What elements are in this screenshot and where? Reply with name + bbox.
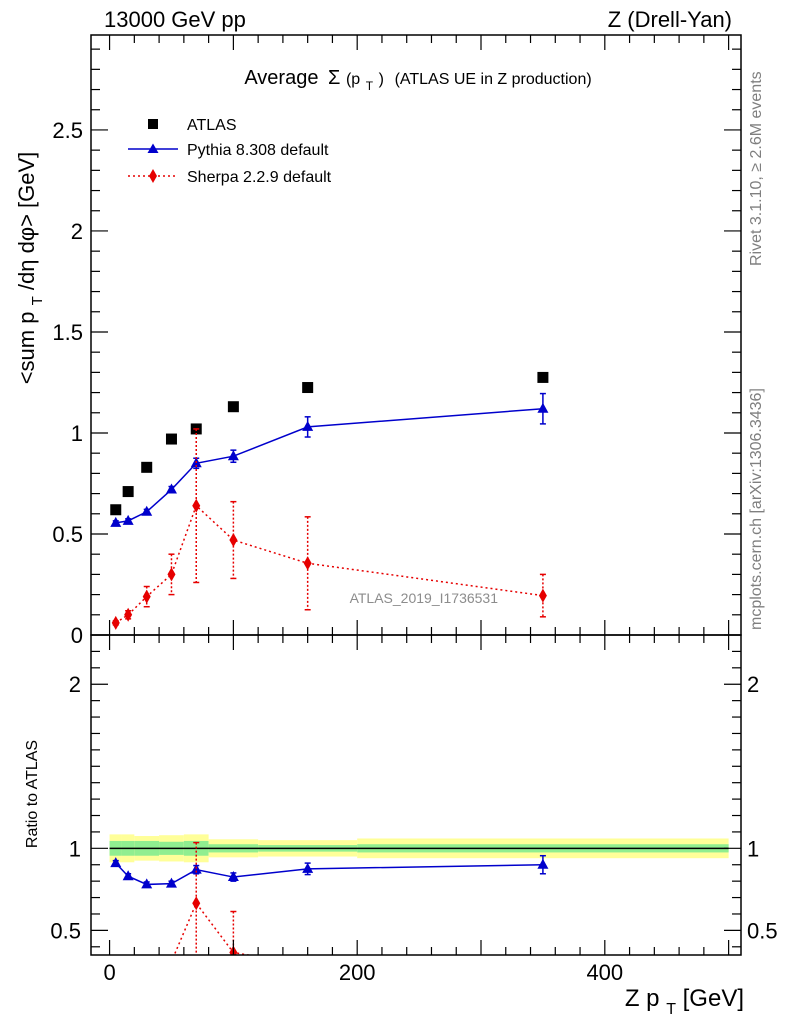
main-atlas-point-1	[122, 486, 134, 498]
ratio-series-group	[110, 841, 549, 1004]
legend-label-sherpa: Sherpa 2.2.9 default	[187, 169, 332, 186]
legend-label-pythia: Pythia 8.308 default	[187, 142, 329, 159]
legend-marker-sherpa	[149, 169, 157, 183]
title-close-paren: )	[379, 71, 384, 88]
ratio-y-tick-label-left-1: 1	[69, 836, 81, 861]
main-sherpa-point-7	[538, 588, 547, 603]
ratio-y-tick-label-left-2: 2	[69, 672, 81, 697]
main-sherpa-point-1	[124, 607, 133, 622]
mcplots-info-label: mcplots.cern.ch [arXiv:1306.3436]	[748, 388, 765, 630]
x-tick-label-0: 0	[103, 960, 115, 985]
ratio-sherpa-point-0	[112, 990, 120, 1004]
ratio-y-tick-label-left-0: 0.5	[50, 918, 81, 943]
ratio-pythia-point-5	[227, 871, 239, 882]
legend-marker-atlas	[148, 119, 158, 129]
main-y-tick-label-4: 2	[71, 219, 83, 244]
xlabel-subscript: T	[666, 1001, 676, 1018]
title-paren: (p	[346, 71, 360, 88]
main-atlas-point-3	[165, 433, 177, 445]
main-y-tick-label-5: 2.5	[52, 118, 83, 143]
legend-marker-pythia	[147, 143, 159, 153]
main-sherpa-point-2	[142, 589, 151, 604]
ratio-y-axis-label: Ratio to ATLAS	[24, 740, 41, 848]
x-tick-label-1: 200	[339, 960, 376, 985]
legend: ATLAS Pythia 8.308 default Sherpa 2.2.9 …	[128, 117, 332, 186]
ylabel-part-a: <sum p	[14, 312, 39, 385]
ratio-pythia-point-4	[190, 863, 202, 874]
ratio-pythia-line	[115, 862, 543, 886]
x-tick-label-2: 400	[586, 960, 623, 985]
legend-label-atlas: ATLAS	[187, 117, 237, 134]
xlabel-part-a: Z p	[625, 985, 660, 1012]
ratio-pythia-point-7	[537, 858, 549, 869]
ratio-pythia-point-2	[141, 878, 153, 889]
title-rest: (ATLAS UE in Z production)	[395, 71, 592, 88]
main-atlas-point-6	[302, 382, 314, 394]
ratio-sherpa-point-2	[143, 968, 151, 982]
main-sherpa-point-0	[111, 615, 120, 630]
analysis-watermark: ATLAS_2019_I1736531	[350, 590, 499, 606]
ylabel-subscript: T	[29, 296, 46, 305]
main-sherpa-point-4	[192, 498, 201, 513]
ratio-y-tick-label-right-2: 2	[747, 672, 759, 697]
main-atlas-point-5	[227, 401, 239, 413]
main-pythia-point-3	[165, 483, 177, 494]
main-series-group	[110, 371, 549, 630]
main-pythia-point-0	[110, 516, 122, 527]
main-pythia-line	[115, 407, 543, 524]
main-y-tick-label-3: 1.5	[52, 320, 83, 345]
ratio-pythia-point-0	[110, 857, 122, 868]
main-y-tick-label-0: 0	[71, 623, 83, 648]
main-pythia-point-1	[122, 514, 134, 525]
main-atlas-point-0	[110, 504, 122, 516]
ratio-pythia-point-1	[122, 870, 134, 881]
ratio-y-tick-label-right-1: 1	[747, 836, 759, 861]
main-y-tick-label-1: 0.5	[52, 522, 83, 547]
ratio-pythia-point-6	[302, 862, 314, 873]
title-prefix: Average	[244, 67, 318, 89]
ratio-sherpa-point-1	[124, 982, 132, 996]
main-sherpa-point-3	[167, 567, 176, 582]
title-subscript: T	[366, 79, 374, 93]
main-pythia-point-6	[302, 420, 314, 431]
main-sherpa-point-6	[303, 556, 312, 571]
ratio-sherpa-point-3	[171, 954, 172, 955]
data-marks	[110, 371, 549, 1004]
ratio-y-tick-label-right-0: 0.5	[747, 918, 778, 943]
axes: 0 200 400 0 0.5 1 1.5 2 2.5 0.5 0.5 1 1 2 2	[50, 34, 778, 985]
rivet-info-label: Rivet 3.1.10, ≥ 2.6M events	[748, 71, 765, 266]
main-sherpa-point-5	[229, 533, 238, 548]
header-right-label: Z (Drell-Yan)	[608, 7, 732, 32]
header-left-label: 13000 GeV pp	[104, 7, 246, 32]
title-symbol: Σ	[328, 67, 340, 89]
main-atlas-point-7	[537, 371, 549, 383]
main-atlas-point-2	[141, 461, 153, 473]
ratio-sherpa-point-7	[539, 981, 547, 995]
ratio-frame	[90, 634, 742, 956]
xlabel-part-b: [GeV]	[683, 985, 744, 1012]
main-y-tick-label-2: 1	[71, 421, 83, 446]
ylabel-part-b: /dη dφ> [GeV]	[14, 152, 39, 290]
x-axis-label: Z p T [GeV]	[625, 985, 744, 1020]
ratio-sherpa-point-6	[304, 958, 312, 972]
main-pythia-point-5	[227, 450, 239, 461]
main-pythia-point-7	[537, 402, 549, 413]
main-plot-title: Average Σ (p T ) (ATLAS UE in Z producti…	[244, 67, 591, 95]
main-pythia-point-2	[141, 505, 153, 516]
ratio-sherpa-point-4	[192, 896, 201, 911]
ratio-plot-area	[109, 834, 729, 863]
ratio-sherpa-line	[173, 901, 253, 955]
main-y-axis-label: <sum p T /dη dφ> [GeV]	[14, 152, 47, 385]
ratio-pythia-point-3	[165, 877, 177, 888]
main-sherpa-line	[115, 504, 544, 624]
